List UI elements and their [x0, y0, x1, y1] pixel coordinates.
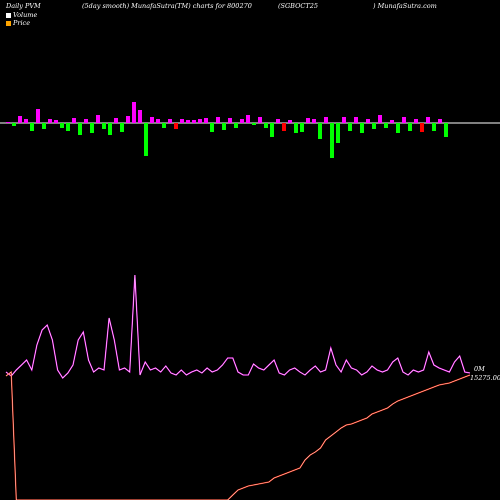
volume-bar	[444, 123, 448, 137]
volume-bar	[252, 123, 256, 125]
volume-bar	[396, 123, 400, 133]
volume-bar	[240, 119, 244, 123]
volume-bar	[180, 119, 184, 123]
volume-bar	[138, 110, 142, 123]
volume-bar	[246, 115, 250, 123]
volume-bar	[420, 123, 424, 132]
volume-bar	[312, 119, 316, 123]
volume-bar	[354, 117, 358, 123]
volume-bar	[318, 123, 322, 139]
volume-bar	[102, 123, 106, 129]
volume-bar	[54, 120, 58, 123]
volume-bar	[372, 123, 376, 129]
site-label: ) MunafaSutra.com	[373, 2, 437, 10]
volume-line-shadow	[5, 274, 471, 379]
volume-bar	[282, 123, 286, 131]
volume-bar	[204, 118, 208, 123]
volume-bars	[6, 102, 448, 158]
volume-bar	[156, 119, 160, 123]
price-line	[5, 370, 471, 500]
volume-bar	[162, 123, 166, 128]
volume-bar	[216, 117, 220, 123]
volume-bar	[384, 123, 388, 128]
legend-price-label: Price	[13, 19, 31, 27]
volume-bar	[114, 118, 118, 123]
volume-bar	[264, 123, 268, 128]
volume-bar	[84, 119, 88, 123]
volume-bar	[48, 119, 52, 123]
volume-bar	[222, 123, 226, 130]
volume-bar	[24, 119, 28, 123]
volume-line	[5, 274, 471, 380]
legend-price: Price	[6, 19, 30, 27]
volume-bar	[132, 102, 136, 123]
volume-bar	[198, 119, 202, 123]
legend-volume-label: Volume	[13, 11, 38, 19]
chart-label: Daily PVM	[6, 2, 41, 10]
volume-bar	[108, 123, 112, 135]
price-end-label: 15275.00	[470, 374, 500, 382]
volume-bar	[120, 123, 124, 132]
legend-volume: Volume	[6, 11, 37, 19]
volume-bar	[228, 118, 232, 123]
volume-bar	[342, 117, 346, 123]
volume-bar	[414, 119, 418, 123]
volume-bar	[42, 123, 46, 129]
volume-bar	[270, 123, 274, 137]
volume-swatch	[6, 12, 11, 18]
volume-bar	[306, 118, 310, 123]
volume-bar	[330, 123, 334, 158]
volume-bar	[276, 119, 280, 123]
volume-bar	[12, 123, 16, 126]
volume-bar	[72, 118, 76, 123]
volume-bar	[324, 117, 328, 123]
volume-bar	[408, 123, 412, 131]
symbol-label: (SGBOCT25	[278, 2, 318, 10]
volume-bar	[366, 119, 370, 123]
volume-bar	[258, 117, 262, 123]
volume-bar	[294, 123, 298, 133]
volume-bar	[18, 116, 22, 123]
volume-bar	[360, 123, 364, 133]
volume-bar	[378, 115, 382, 123]
volume-bar	[168, 119, 172, 123]
volume-bar	[432, 123, 436, 131]
volume-bar	[186, 120, 190, 123]
price-swatch	[6, 20, 11, 26]
volume-bar	[78, 123, 82, 135]
price-line-shadow	[5, 371, 471, 500]
volume-bar	[336, 123, 340, 143]
volume-bar	[438, 119, 442, 123]
volume-bar	[402, 117, 406, 123]
volume-bar	[150, 117, 154, 123]
volume-bar	[300, 123, 304, 132]
volume-bar	[30, 123, 34, 131]
volume-bar	[174, 123, 178, 129]
volume-bar	[36, 109, 40, 123]
volume-bar	[6, 122, 10, 123]
volume-bar	[126, 116, 130, 123]
volume-end-label: 0M	[474, 365, 485, 373]
volume-bar	[348, 123, 352, 131]
volume-bar	[66, 123, 70, 131]
volume-bar	[192, 120, 196, 123]
volume-bar	[426, 117, 430, 123]
chart-subtitle: (5day smooth) MunafaSutra(TM) charts for…	[82, 2, 252, 10]
volume-bar	[144, 123, 148, 156]
volume-bar	[288, 120, 292, 123]
volume-bar	[60, 123, 64, 128]
volume-bar	[210, 123, 214, 132]
volume-bar	[96, 115, 100, 123]
volume-bar	[390, 120, 394, 123]
volume-bar	[234, 123, 238, 128]
volume-bar	[90, 123, 94, 133]
